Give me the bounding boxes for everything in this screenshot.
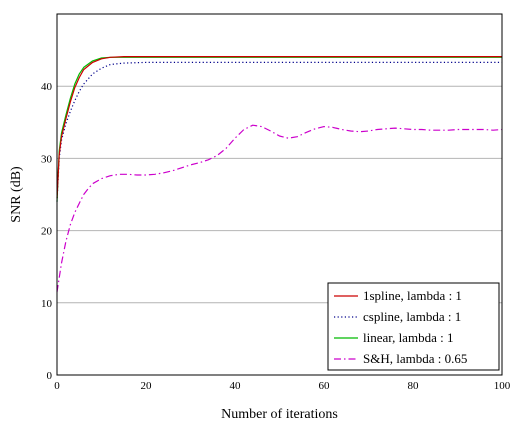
- y-tick-label: 40: [41, 81, 53, 93]
- legend-box: [327, 282, 500, 371]
- x-axis-title: Number of iterations: [221, 407, 338, 422]
- legend-label-linear: linear, lambda : 1: [363, 330, 453, 345]
- y-tick-label: 30: [41, 153, 53, 165]
- legend: 1spline, lambda : 1 cspline, lambda : 1 …: [327, 282, 500, 371]
- legend-label-1spline: 1spline, lambda : 1: [363, 288, 462, 303]
- x-tick-label: 80: [408, 380, 420, 392]
- legend-label-sh: S&H, lambda : 0.65: [363, 351, 467, 366]
- y-axis-title: SNR (dB): [9, 166, 24, 223]
- x-tick-label: 100: [494, 380, 511, 392]
- y-tick-label: 20: [41, 226, 53, 238]
- axis-ticks: 0 10 20 30 40 0 20 40 60 80 100: [41, 81, 511, 392]
- gridlines: [57, 85, 502, 304]
- series-line-1: [56, 61, 502, 202]
- series-lines: [56, 55, 503, 293]
- legend-label-cspline: cspline, lambda : 1: [363, 309, 461, 324]
- plot-frame: [56, 13, 503, 376]
- y-tick-label: 0: [47, 370, 53, 382]
- x-tick-label: 40: [230, 380, 242, 392]
- y-tick-label: 10: [41, 298, 53, 310]
- x-tick-label: 60: [319, 380, 331, 392]
- x-tick-label: 0: [54, 380, 60, 392]
- x-tick-label: 20: [141, 380, 153, 392]
- series-line-3: [56, 124, 503, 293]
- series-line-2: [56, 56, 502, 202]
- series-line-0: [56, 55, 502, 199]
